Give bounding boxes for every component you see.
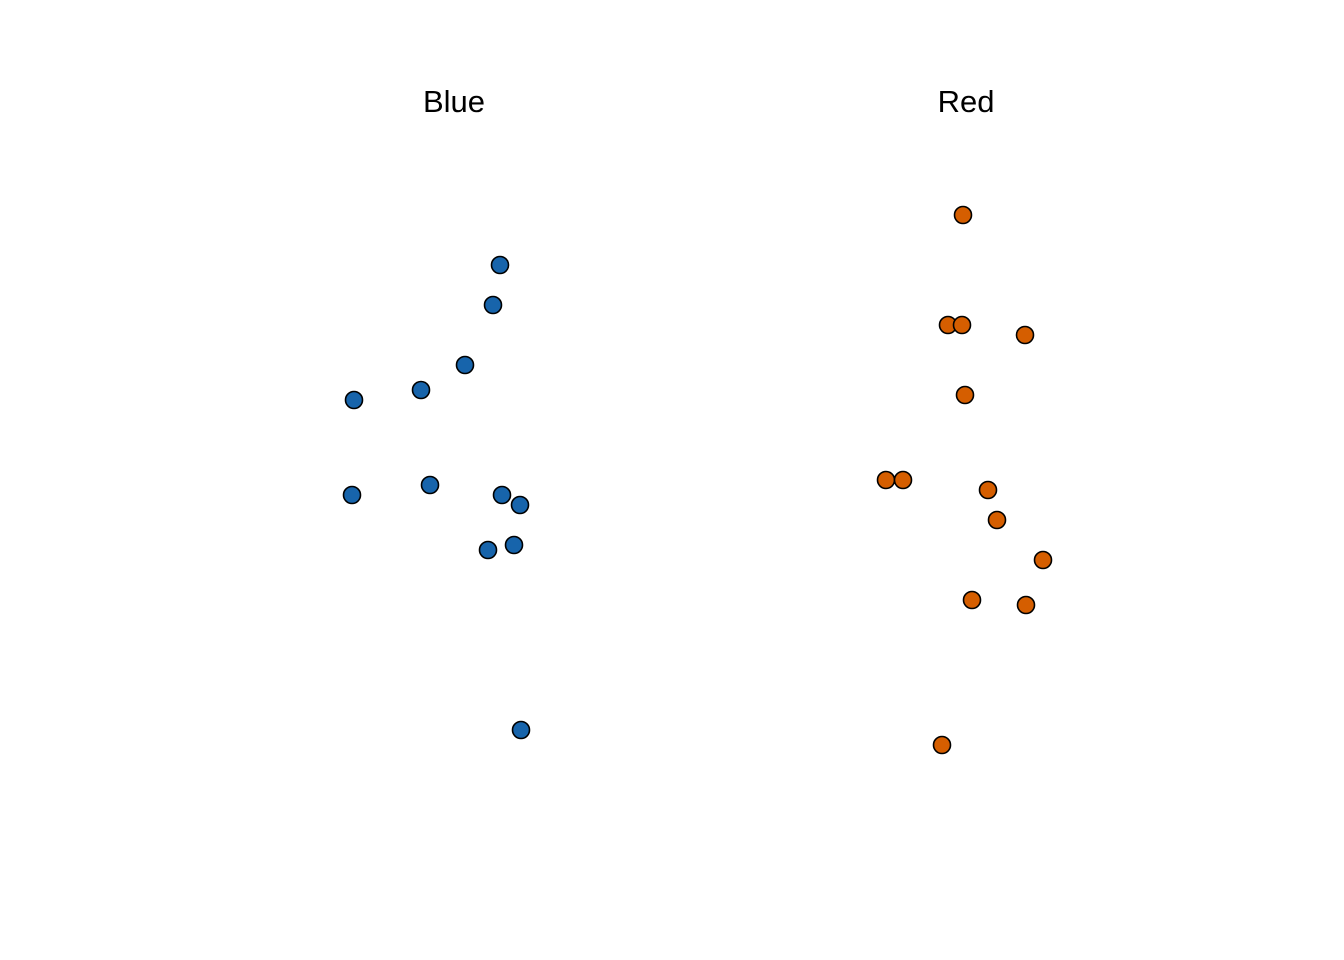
data-point-red-1: [953, 205, 973, 225]
panel-title-blue: Blue: [423, 84, 485, 119]
data-point-red-4: [1015, 325, 1035, 345]
data-point-blue-2: [483, 295, 503, 315]
data-point-blue-8: [492, 485, 512, 505]
data-point-red-10: [1033, 550, 1053, 570]
panel-blue: Blue: [342, 84, 531, 740]
points-blue: [342, 255, 531, 740]
data-point-blue-5: [344, 390, 364, 410]
data-point-blue-11: [478, 540, 498, 560]
data-point-blue-7: [342, 485, 362, 505]
data-point-red-5: [955, 385, 975, 405]
data-point-red-11: [962, 590, 982, 610]
panel-red: Red: [876, 84, 1053, 755]
data-point-red-3: [952, 315, 972, 335]
points-red: [876, 205, 1053, 755]
data-point-red-9: [987, 510, 1007, 530]
data-point-red-13: [932, 735, 952, 755]
panel-title-red: Red: [938, 84, 995, 119]
data-point-blue-6: [420, 475, 440, 495]
data-point-red-12: [1016, 595, 1036, 615]
data-point-red-6: [876, 470, 896, 490]
data-point-red-7: [893, 470, 913, 490]
data-point-blue-12: [511, 720, 531, 740]
data-point-blue-9: [510, 495, 530, 515]
data-point-blue-10: [504, 535, 524, 555]
data-point-blue-4: [411, 380, 431, 400]
data-point-blue-3: [455, 355, 475, 375]
data-point-blue-1: [490, 255, 510, 275]
data-point-red-8: [978, 480, 998, 500]
